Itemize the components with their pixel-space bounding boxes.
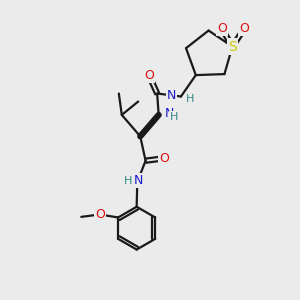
Text: O: O <box>239 22 249 35</box>
Text: O: O <box>95 208 105 221</box>
Text: H: H <box>124 176 133 186</box>
Text: N: N <box>134 174 143 187</box>
Text: N: N <box>167 89 176 102</box>
Text: O: O <box>144 69 154 82</box>
Text: H: H <box>170 112 178 122</box>
Text: H: H <box>186 94 194 104</box>
Text: S: S <box>228 40 237 54</box>
Text: N: N <box>165 107 175 120</box>
Text: O: O <box>217 22 227 35</box>
Text: O: O <box>159 152 169 165</box>
